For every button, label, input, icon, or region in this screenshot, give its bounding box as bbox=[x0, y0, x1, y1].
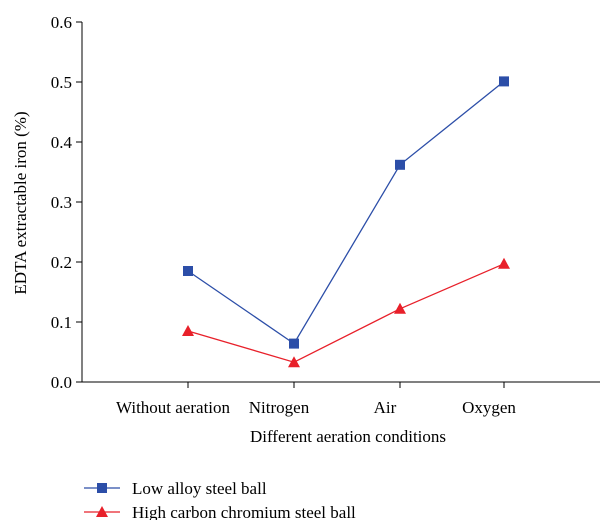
y-tick-label: 0.6 bbox=[51, 13, 72, 32]
legend-label: Low alloy steel ball bbox=[132, 479, 267, 498]
data-point-triangle bbox=[96, 506, 108, 517]
y-tick-label: 0.5 bbox=[51, 73, 72, 92]
y-tick-label: 0.3 bbox=[51, 193, 72, 212]
legend-item: Low alloy steel ball bbox=[84, 479, 267, 498]
legend: Low alloy steel ball High carbon chromium… bbox=[84, 479, 356, 520]
data-point-square bbox=[395, 159, 405, 170]
data-point-square bbox=[97, 483, 107, 493]
y-axis-title: EDTA extractable iron (%) bbox=[11, 111, 30, 294]
x-axis-title: Different aeration conditions bbox=[250, 427, 446, 446]
data-point-square bbox=[289, 338, 299, 349]
x-tick-label: Oxygen bbox=[462, 398, 516, 417]
series bbox=[182, 76, 510, 368]
x-tick-label: Air bbox=[374, 398, 397, 417]
series-low-alloy bbox=[183, 76, 509, 349]
tick-labels: 0.0 0.1 0.2 0.3 0.4 0.5 0.6 Without aeration Nit… bbox=[51, 13, 517, 417]
data-point-triangle bbox=[394, 302, 406, 314]
series-line bbox=[187, 263, 505, 363]
axes bbox=[76, 21, 600, 388]
legend-label: High carbon chromium steel ball bbox=[132, 503, 356, 520]
data-point-triangle bbox=[498, 257, 510, 269]
series-high-carbon bbox=[182, 257, 510, 368]
y-tick-label: 0.1 bbox=[51, 313, 72, 332]
data-point-triangle bbox=[288, 356, 300, 368]
y-tick-label: 0.4 bbox=[51, 133, 73, 152]
y-tick-label: 0.0 bbox=[51, 373, 72, 392]
data-point-square bbox=[499, 76, 509, 87]
series-line bbox=[187, 80, 505, 345]
data-point-square bbox=[183, 266, 193, 276]
y-tick-label: 0.2 bbox=[51, 253, 72, 272]
x-tick-label: Nitrogen bbox=[249, 398, 310, 417]
data-point-triangle bbox=[182, 325, 194, 336]
x-tick-label: Without aeration bbox=[116, 398, 231, 417]
legend-item: High carbon chromium steel ball bbox=[84, 503, 356, 520]
